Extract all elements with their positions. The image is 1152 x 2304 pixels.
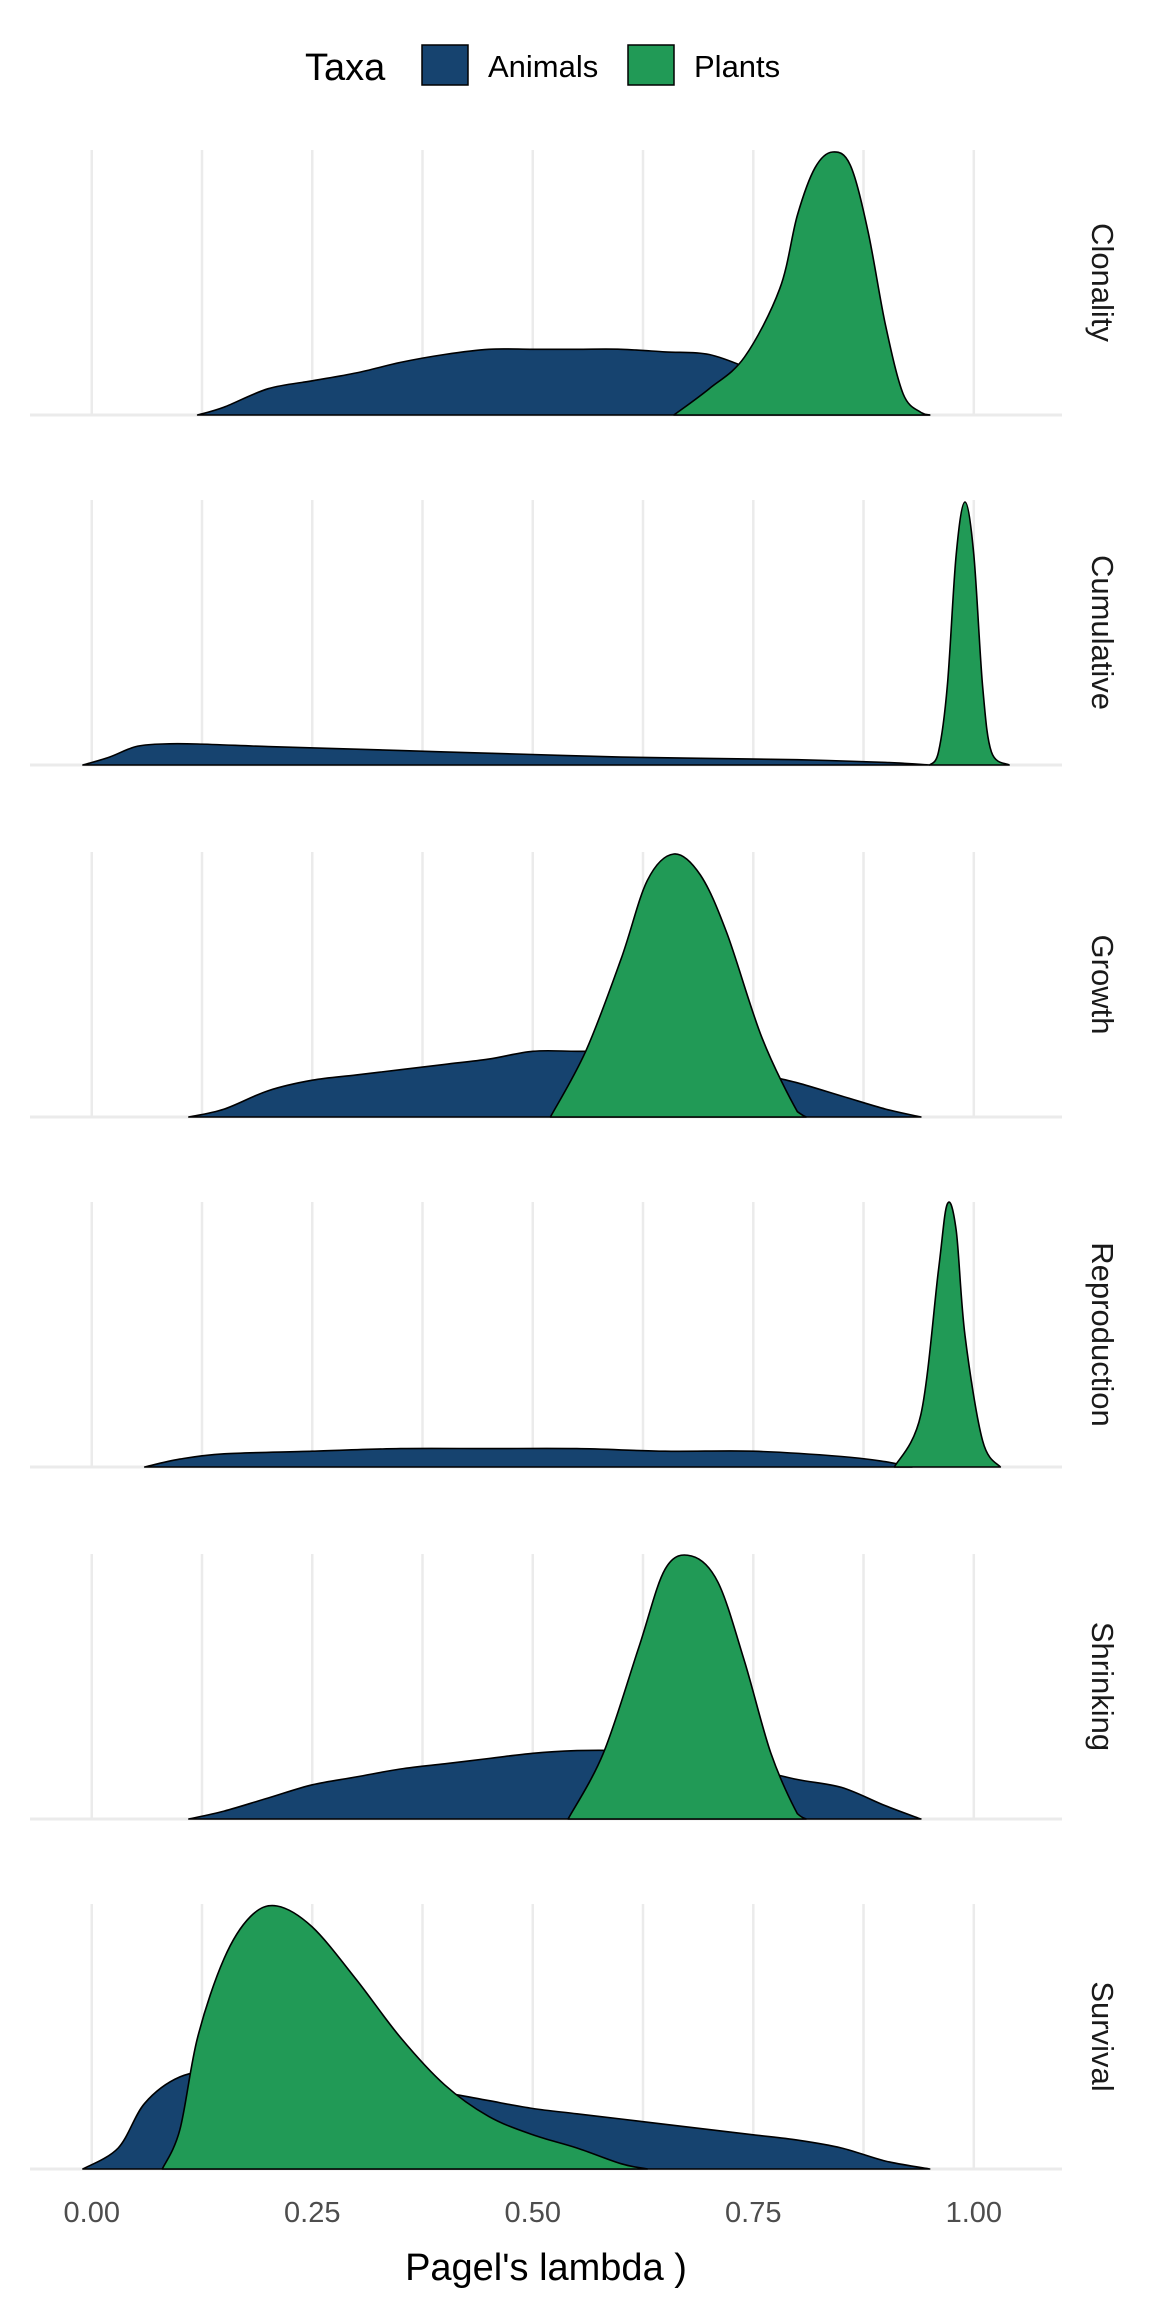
legend-key-animals	[421, 44, 469, 86]
facet-panel: Cumulative	[30, 500, 1120, 767]
x-axis: 0.00 0.25 0.50 0.75 1.00	[64, 2197, 1003, 2229]
facet-panel: Growth	[30, 852, 1120, 1119]
x-tick-label: 0.75	[725, 2197, 781, 2229]
density-animals	[143, 1447, 913, 1468]
x-tick-label: 0.50	[505, 2197, 561, 2229]
x-tick-label: 0.00	[64, 2197, 120, 2229]
facet-strip-label: Clonality	[1085, 223, 1120, 342]
density-plants	[893, 1201, 1002, 1468]
density-plants	[928, 501, 1010, 766]
facet-strip-label: Reproduction	[1085, 1242, 1120, 1426]
facet-panel: Survival	[30, 1904, 1120, 2171]
legend-label-plants: Plants	[694, 49, 780, 84]
legend: Taxa Animals Plants	[305, 44, 780, 89]
x-tick-label: 1.00	[946, 2197, 1002, 2229]
density-plants	[567, 1554, 807, 1820]
facet-strip-label: Survival	[1085, 1981, 1120, 2091]
legend-title: Taxa	[305, 47, 386, 89]
x-tick-label: 0.25	[284, 2197, 340, 2229]
facet-strip-label: Shrinking	[1085, 1622, 1120, 1751]
legend-label-animals: Animals	[488, 49, 598, 84]
density-animals	[82, 742, 931, 766]
facet-strip-label: Growth	[1085, 935, 1120, 1035]
facet-panel: Reproduction	[30, 1201, 1120, 1469]
density-plants	[673, 151, 931, 416]
facet-panels: Clonality Cumulative Growth Reproduction Shr…	[30, 150, 1120, 2171]
density-animals	[188, 1749, 922, 1820]
density-animals	[188, 1049, 922, 1118]
facet-strip-label: Cumulative	[1085, 555, 1120, 710]
density-plants	[549, 853, 807, 1118]
facet-panel: Shrinking	[30, 1554, 1120, 1821]
x-axis-title: Pagel's lambda )	[405, 2247, 687, 2289]
facet-panel: Clonality	[30, 150, 1120, 417]
legend-key-plants	[627, 44, 675, 86]
density-plants	[161, 1904, 649, 2170]
